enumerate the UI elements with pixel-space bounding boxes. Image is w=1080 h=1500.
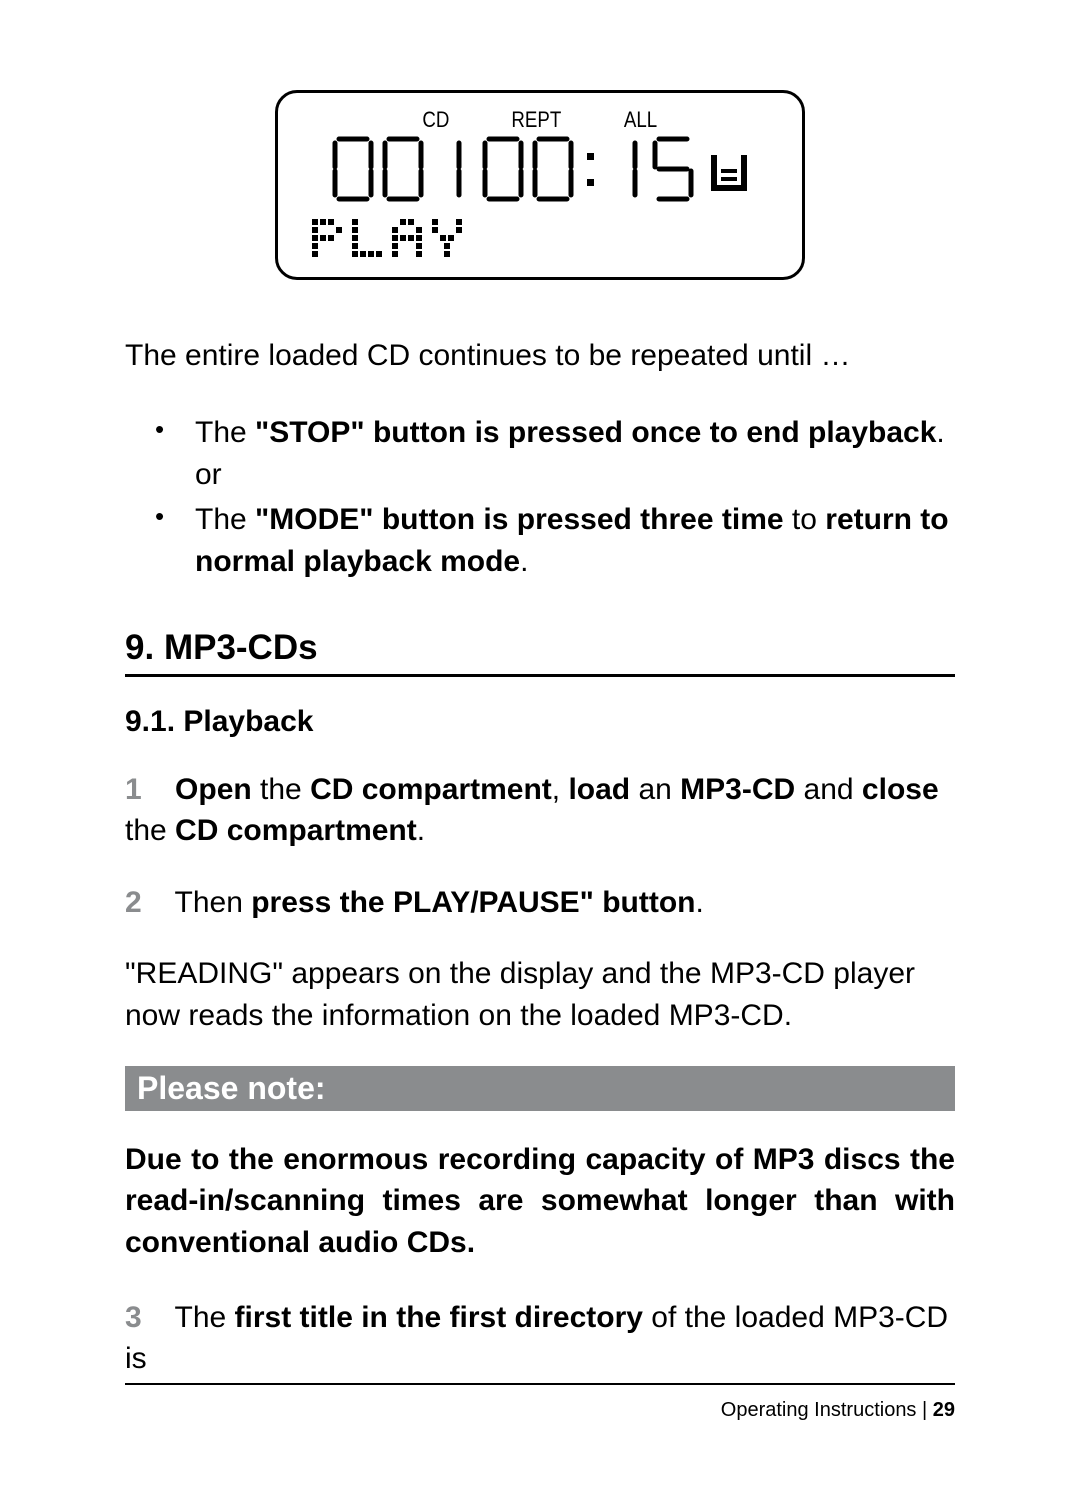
- lcd-readout: [278, 131, 802, 214]
- note-body: Due to the enormous recording capacity o…: [125, 1139, 955, 1263]
- footer-sep: |: [916, 1399, 932, 1421]
- list-item: The "STOP" button is pressed once to end…: [125, 412, 955, 495]
- lcd-digits: [325, 131, 755, 209]
- lcd-status-word: [312, 219, 492, 259]
- seven-seg-svg: [325, 131, 755, 209]
- bullet-bold: "MODE" button is pressed three time: [255, 503, 784, 536]
- footer-rule: [125, 1383, 955, 1385]
- lcd-indicator-all: ALL: [624, 107, 657, 133]
- bullet-post: .: [936, 416, 944, 449]
- reading-paragraph: "READING" appears on the display and the…: [125, 953, 955, 1036]
- step-number: 3: [125, 1301, 142, 1334]
- subsection-number: 9.1.: [125, 705, 175, 738]
- bullet-bold: "STOP" button is pressed once to end pla…: [255, 416, 936, 449]
- step-number: 1: [125, 773, 142, 806]
- t: close: [862, 773, 939, 806]
- section-number: 9.: [125, 628, 154, 667]
- step-3: 3 The first title in the first directory…: [125, 1297, 955, 1380]
- t: first title in the first directory: [235, 1301, 643, 1334]
- note-heading-bar: Please note:: [125, 1066, 955, 1111]
- t: .: [696, 886, 704, 919]
- t: CD compartment: [310, 773, 552, 806]
- subsection-heading: 9.1. Playback: [125, 705, 955, 739]
- step-2: 2 Then press the PLAY/PAUSE" button.: [125, 882, 955, 923]
- bullet-list: The "STOP" button is pressed once to end…: [125, 412, 955, 582]
- section-title: MP3-CDs: [164, 628, 318, 667]
- lcd-indicator-cd: CD: [423, 107, 450, 133]
- lcd-indicator-row: CD REPT ALL: [278, 107, 802, 133]
- t: ,: [552, 773, 569, 806]
- t: MP3-CD: [680, 773, 795, 806]
- disc-icon: [711, 155, 747, 191]
- bullet-tail: or: [195, 458, 222, 491]
- t: The: [175, 1301, 235, 1334]
- lcd-screen: CD REPT ALL: [275, 90, 805, 280]
- step-1: 1 Open the CD compartment, load an MP3-C…: [125, 769, 955, 852]
- t: the: [125, 814, 175, 847]
- list-item: The "MODE" button is pressed three time …: [125, 499, 955, 582]
- intro-text: The entire loaded CD continues to be rep…: [125, 335, 955, 376]
- bullet-post: .: [520, 545, 528, 578]
- bullet-mid: to: [784, 503, 826, 536]
- section-heading: 9. MP3-CDs: [125, 628, 955, 677]
- t: .: [417, 814, 425, 847]
- subsection-title: Playback: [183, 705, 313, 738]
- dot-matrix-play: [312, 219, 492, 259]
- t: Open: [175, 773, 252, 806]
- bullet-pre: The: [195, 503, 255, 536]
- t: load: [568, 773, 630, 806]
- page-footer: Operating Instructions | 29: [125, 1383, 955, 1422]
- footer-label: Operating Instructions: [721, 1399, 917, 1421]
- t: press the PLAY/PAUSE" button: [251, 886, 695, 919]
- page-number: 29: [933, 1399, 955, 1421]
- manual-page: CD REPT ALL: [0, 0, 1080, 1500]
- t: an: [630, 773, 680, 806]
- lcd-indicator-rept: REPT: [511, 107, 561, 133]
- t: CD compartment: [175, 814, 417, 847]
- t: Then: [175, 886, 252, 919]
- step-number: 2: [125, 886, 142, 919]
- footer-text: Operating Instructions | 29: [125, 1399, 955, 1422]
- lcd-figure: CD REPT ALL: [125, 90, 955, 280]
- t: the: [252, 773, 310, 806]
- t: and: [795, 773, 862, 806]
- bullet-pre: The: [195, 416, 255, 449]
